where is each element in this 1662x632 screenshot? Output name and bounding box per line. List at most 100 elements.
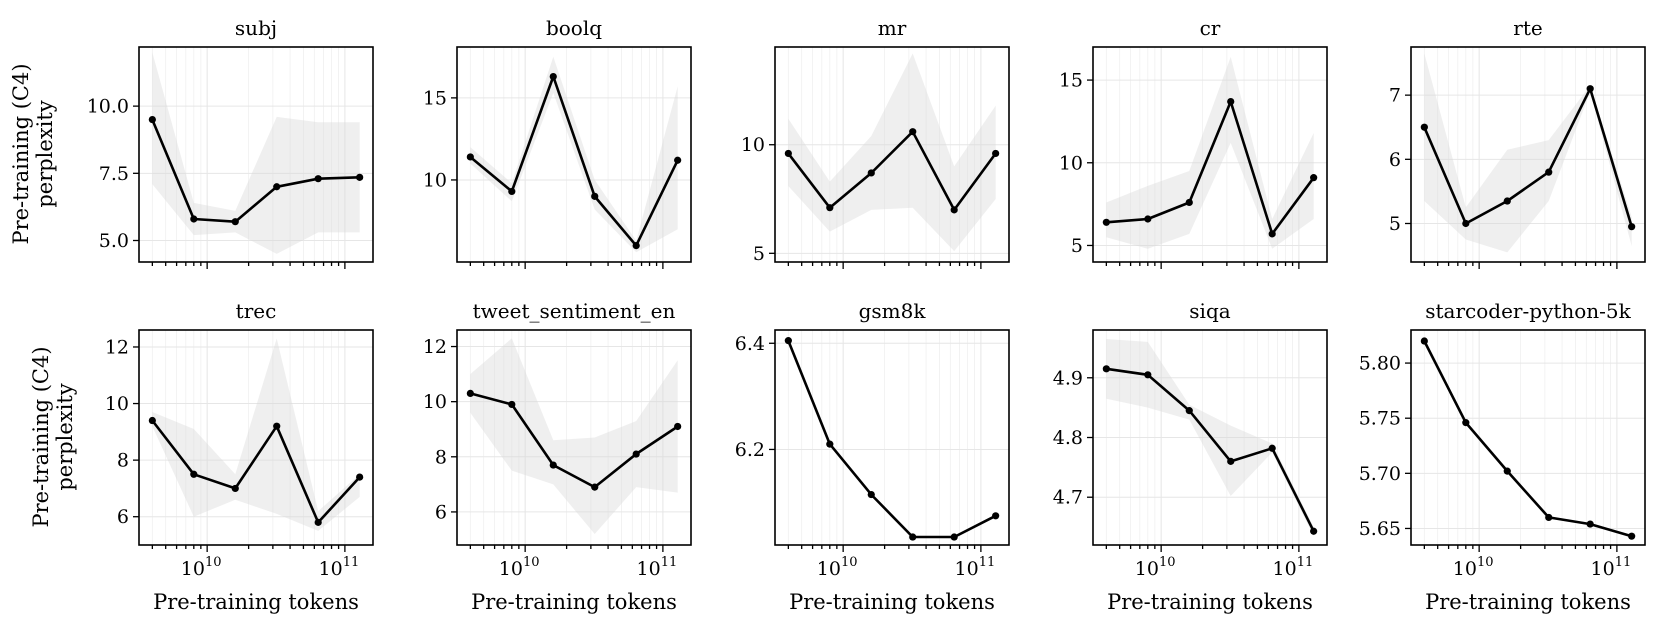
- data-point: [466, 153, 474, 161]
- data-point: [826, 204, 834, 212]
- confidence-band: [152, 338, 360, 531]
- plot-frame: [138, 329, 374, 546]
- data-point: [1586, 520, 1594, 528]
- data-point: [231, 484, 239, 493]
- data-point: [784, 337, 792, 345]
- y-axis-label: Pre-training (C4)perplexity: [9, 63, 57, 244]
- x-axis-label: Pre-training tokens: [1107, 590, 1313, 614]
- series-line: [787, 340, 997, 539]
- y-tick-label: 6.4: [735, 333, 765, 355]
- data-point: [273, 422, 281, 430]
- data-point: [1420, 337, 1428, 345]
- data-point: [826, 440, 834, 448]
- data-point: [1268, 230, 1276, 238]
- data-point: [992, 149, 1000, 158]
- y-tick-label: 8: [117, 450, 129, 472]
- y-tick-label: 6: [435, 501, 447, 523]
- data-point: [591, 192, 599, 200]
- plot-frame: [774, 329, 1010, 546]
- x-tick-label: 1011: [955, 555, 996, 580]
- x-tick-label: 1010: [181, 555, 222, 580]
- series-line: [1106, 367, 1315, 532]
- subplot-cr: cr 5 10 15: [1059, 16, 1328, 269]
- y-tick-label: 5: [1071, 235, 1083, 257]
- y-tick-label: 5.80: [1359, 353, 1401, 375]
- confidence-band: [1424, 53, 1632, 253]
- data-point: [632, 241, 640, 250]
- x-tick-label: 1011: [1591, 555, 1632, 580]
- data-point: [674, 156, 682, 164]
- data-point: [1503, 197, 1511, 205]
- x-tick-label: 1010: [817, 555, 858, 580]
- data-point: [466, 389, 474, 397]
- data-point: [1227, 97, 1235, 106]
- subplot-tweet_sentiment_en: tweet_sentiment_en 6 8 10 12 1010 1011 Pre-trai…: [423, 299, 692, 614]
- data-point: [1586, 85, 1594, 93]
- data-point: [1545, 513, 1553, 522]
- y-tick-label: 10: [423, 169, 447, 191]
- y-tick-label: 5.0: [99, 230, 129, 252]
- data-point: [273, 183, 281, 191]
- y-tick-label: 6.2: [735, 439, 765, 461]
- y-tick-label: 10: [1059, 152, 1083, 174]
- data-point: [1185, 198, 1193, 207]
- subplot-title: starcoder-python-5k: [1425, 299, 1631, 323]
- y-tick-label: 15: [1059, 70, 1083, 92]
- subplot-boolq: boolq 10 15: [423, 16, 692, 269]
- y-tick-label: 4.7: [1053, 487, 1083, 509]
- x-tick-label: 1011: [637, 555, 678, 580]
- y-tick-label: 6: [1389, 149, 1401, 171]
- plot-frame: [1410, 329, 1646, 546]
- subplot-rte: rte 5 6 7: [1389, 16, 1646, 269]
- subplot-title: boolq: [546, 16, 602, 40]
- series-line: [1106, 100, 1315, 236]
- data-point: [1462, 219, 1470, 228]
- y-tick-label: 10: [105, 393, 129, 415]
- data-point: [549, 461, 557, 469]
- y-tick-label: 7: [1389, 85, 1401, 107]
- data-point: [1102, 365, 1110, 373]
- data-point: [190, 215, 198, 223]
- y-tick-label: 4.9: [1053, 367, 1083, 389]
- subplot-starcoder-python-5k: starcoder-python-5k 5.65 5.70 5.75 5.80 1010 1…: [1359, 299, 1646, 614]
- subplot-title: gsm8k: [859, 299, 927, 323]
- data-point: [148, 416, 156, 425]
- data-point: [867, 169, 875, 177]
- x-axis-label: Pre-training tokens: [789, 590, 995, 614]
- x-tick-label: 1011: [1273, 555, 1314, 580]
- plot-frame: [774, 46, 1010, 263]
- x-axis-label: Pre-training tokens: [153, 590, 359, 614]
- data-point: [1545, 168, 1553, 176]
- data-point: [1268, 444, 1276, 452]
- series-line: [151, 419, 361, 524]
- data-point: [508, 400, 516, 409]
- subplot-title: subj: [235, 16, 277, 40]
- y-tick-label: 5: [753, 243, 765, 265]
- subplot-trec: trec 6 8 10 12 1010 1011 Pre-training tokens: [105, 299, 374, 614]
- data-point: [674, 422, 682, 431]
- plot-frame: [456, 46, 692, 263]
- data-point: [950, 533, 958, 541]
- y-tick-label: 8: [435, 446, 447, 468]
- data-point: [632, 450, 640, 458]
- y-tick-label: 7.5: [99, 163, 129, 185]
- subplot-title: tweet_sentiment_en: [473, 299, 676, 323]
- series-line: [787, 130, 997, 212]
- plot-frame: [456, 329, 692, 546]
- y-tick-label: 12: [105, 336, 129, 358]
- plot-frame: [1092, 46, 1328, 263]
- plot-frame: [138, 46, 374, 263]
- data-point: [591, 483, 599, 491]
- data-point: [314, 518, 322, 526]
- y-tick-label: 5: [1389, 213, 1401, 235]
- data-point: [148, 115, 156, 124]
- y-tick-label: 5.70: [1359, 463, 1401, 485]
- data-point: [508, 187, 516, 196]
- x-tick-label: 1010: [1453, 555, 1494, 580]
- data-point: [231, 218, 239, 226]
- data-point: [1503, 467, 1511, 475]
- data-point: [950, 206, 958, 214]
- series-line: [1423, 87, 1633, 228]
- data-point: [1102, 218, 1110, 226]
